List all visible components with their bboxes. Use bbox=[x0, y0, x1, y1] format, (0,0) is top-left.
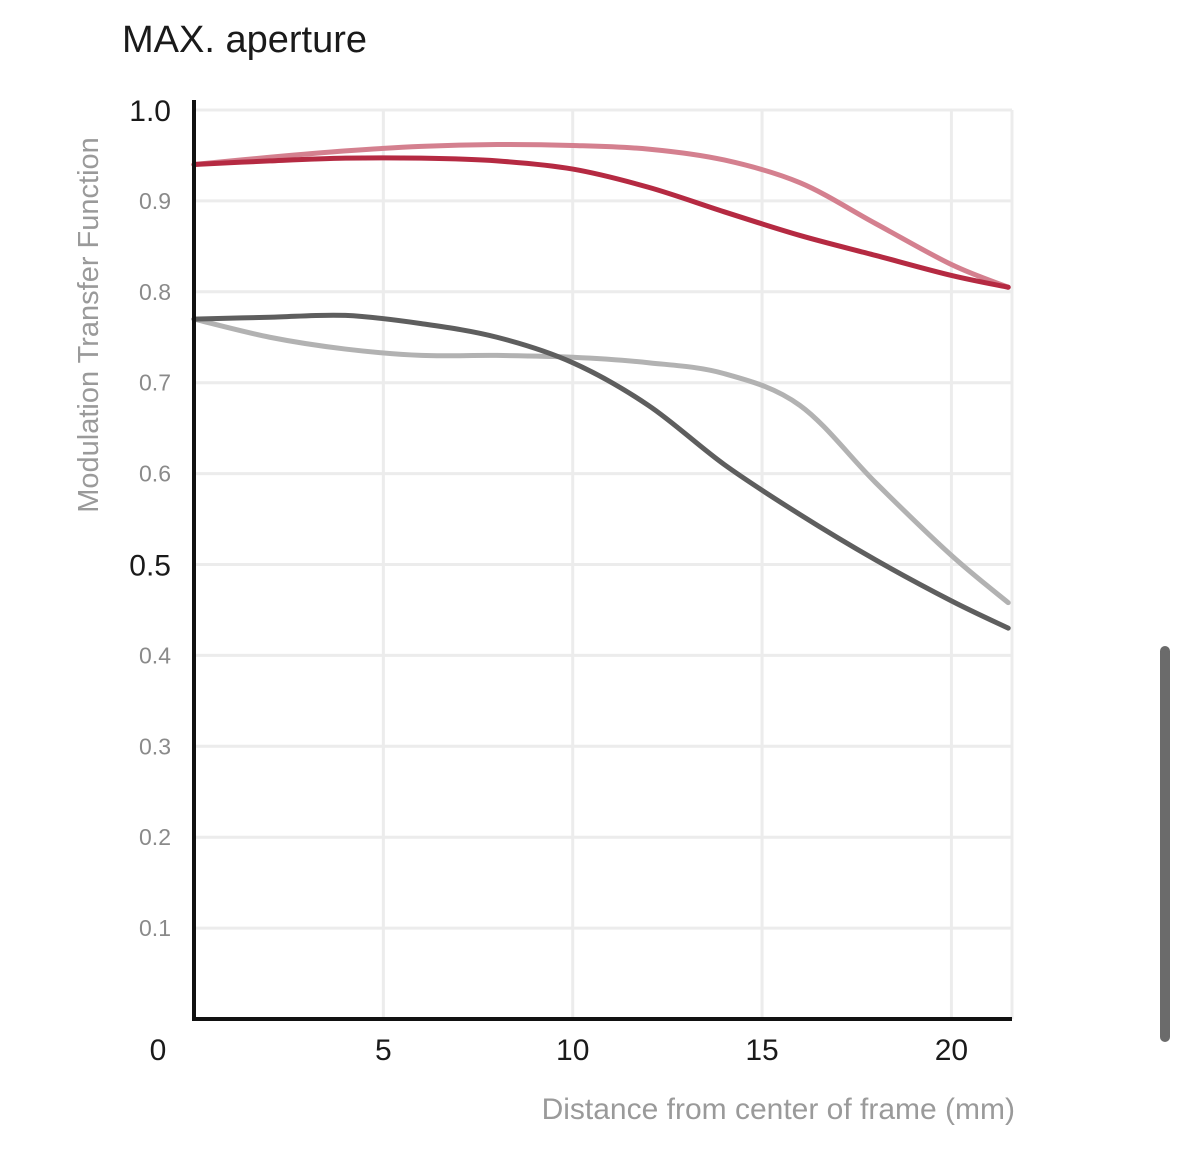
scrollbar[interactable] bbox=[1160, 646, 1170, 1042]
y-tick-label: 0.5 bbox=[129, 550, 171, 583]
series-line bbox=[191, 312, 1011, 631]
y-tick-label: 0.3 bbox=[139, 733, 171, 759]
y-tick-label: 0.9 bbox=[139, 188, 171, 214]
axes bbox=[192, 100, 1012, 1021]
y-axis-label: Modulation Transfer Function bbox=[73, 137, 105, 513]
y-tick-label: 0.1 bbox=[139, 915, 171, 941]
series-line bbox=[191, 142, 1011, 290]
x-tick-label: 15 bbox=[745, 1034, 778, 1067]
y-tick-label: 0.2 bbox=[139, 824, 171, 850]
x-axis-label: Distance from center of frame (mm) bbox=[542, 1093, 1015, 1126]
y-tick-label: 1.0 bbox=[129, 95, 171, 128]
y-tick-label: 0.7 bbox=[139, 370, 171, 396]
series-line bbox=[191, 316, 1011, 606]
y-tick-label: 0.6 bbox=[139, 461, 171, 487]
chart-title: MAX. aperture bbox=[122, 19, 367, 61]
series-line bbox=[191, 155, 1011, 290]
y-tick-label: 0.8 bbox=[139, 279, 171, 305]
x-tick-label: 0 bbox=[150, 1034, 167, 1067]
grid bbox=[194, 108, 1014, 1019]
tick-labels: 1.0 0.9 0.8 0.7 0.6 0.5 0.4 0.3 0.2 0.1 0 5 10 15 20 bbox=[129, 95, 968, 1067]
x-tick-label: 20 bbox=[935, 1034, 968, 1067]
x-tick-label: 10 bbox=[556, 1034, 589, 1067]
series-lines bbox=[191, 142, 1011, 631]
y-tick-label: 0.4 bbox=[139, 642, 171, 668]
x-tick-label: 5 bbox=[375, 1034, 392, 1067]
